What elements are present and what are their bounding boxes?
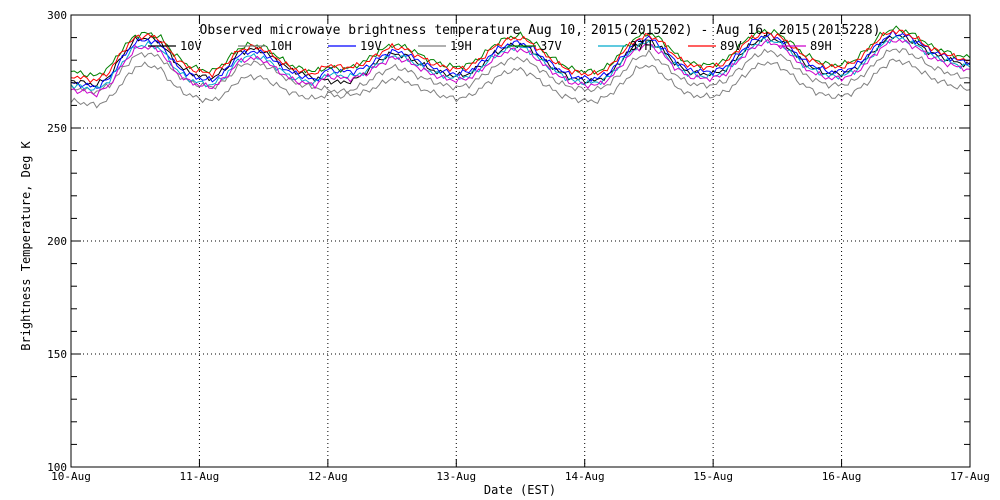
y-tick-label: 150 — [47, 348, 67, 361]
y-tick-label: 100 — [47, 461, 67, 474]
y-tick-label: 200 — [47, 235, 67, 248]
legend-label: 89H — [810, 39, 832, 53]
chart-title: Observed microwave brightness temperatur… — [200, 23, 881, 38]
series-lines — [70, 25, 971, 109]
x-tick-labels: 10-Aug 11-Aug 12-Aug 13-Aug 14-Aug 15-Aug 16-A… — [51, 470, 990, 483]
y-axis-label: Brightness Temperature, Deg K — [19, 140, 33, 350]
x-tick-label: 11-Aug — [180, 470, 220, 483]
x-tick-label: 17-Aug — [950, 470, 990, 483]
x-tick-label: 10-Aug — [51, 470, 91, 483]
series-line-37h — [70, 35, 971, 91]
series-line-10v — [70, 34, 971, 88]
series-line-89v — [70, 29, 971, 84]
x-tick-label: 15-Aug — [693, 470, 733, 483]
legend: 10V 10H 19V 19H 37V 37H 89V 89H — [148, 39, 832, 53]
series-line-19v — [70, 29, 971, 89]
legend-label: 89V — [720, 39, 742, 53]
y-tick-labels: 100 150 200 250 300 — [47, 9, 67, 474]
grid-lines — [71, 15, 970, 467]
x-tick-label: 12-Aug — [308, 470, 348, 483]
x-axis-label: Date (EST) — [484, 483, 556, 497]
series-line-19h — [70, 58, 971, 109]
y-tick-label: 300 — [47, 9, 67, 22]
legend-label: 10H — [270, 39, 292, 53]
axis-ticks — [70, 14, 971, 468]
legend-label: 10V — [180, 39, 202, 53]
series-line-37v — [70, 25, 971, 78]
legend-label: 19V — [360, 39, 382, 53]
x-tick-label: 14-Aug — [565, 470, 605, 483]
x-tick-label: 16-Aug — [822, 470, 862, 483]
series-line-89h — [70, 38, 971, 98]
legend-label: 37H — [630, 39, 652, 53]
y-tick-label: 250 — [47, 122, 67, 135]
legend-label: 19H — [450, 39, 472, 53]
legend-label: 37V — [540, 39, 562, 53]
series-line-10h — [70, 48, 971, 95]
x-tick-label: 13-Aug — [436, 470, 476, 483]
